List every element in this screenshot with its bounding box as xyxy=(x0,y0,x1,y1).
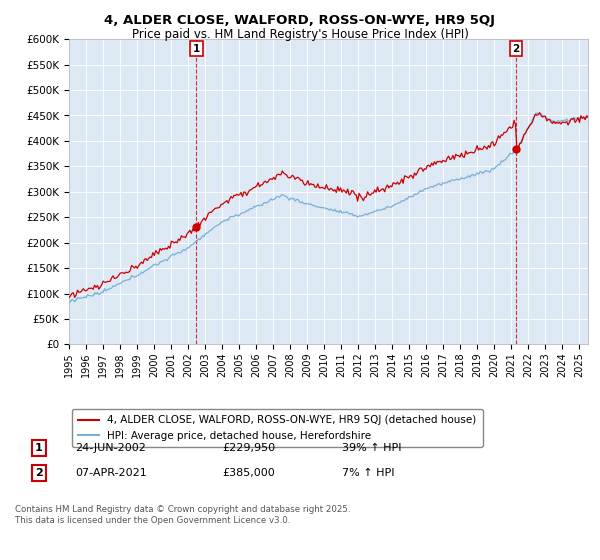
Text: 1: 1 xyxy=(193,44,200,54)
Text: 7% ↑ HPI: 7% ↑ HPI xyxy=(342,468,395,478)
Text: 2: 2 xyxy=(35,468,43,478)
Text: 4, ALDER CLOSE, WALFORD, ROSS-ON-WYE, HR9 5QJ: 4, ALDER CLOSE, WALFORD, ROSS-ON-WYE, HR… xyxy=(104,14,496,27)
Text: Price paid vs. HM Land Registry's House Price Index (HPI): Price paid vs. HM Land Registry's House … xyxy=(131,28,469,41)
Text: 07-APR-2021: 07-APR-2021 xyxy=(75,468,147,478)
Text: Contains HM Land Registry data © Crown copyright and database right 2025.
This d: Contains HM Land Registry data © Crown c… xyxy=(15,505,350,525)
Text: £385,000: £385,000 xyxy=(222,468,275,478)
Text: 2: 2 xyxy=(512,44,520,54)
Text: 1: 1 xyxy=(35,443,43,453)
Text: £229,950: £229,950 xyxy=(222,443,275,453)
Text: 24-JUN-2002: 24-JUN-2002 xyxy=(75,443,146,453)
Text: 39% ↑ HPI: 39% ↑ HPI xyxy=(342,443,401,453)
Legend: 4, ALDER CLOSE, WALFORD, ROSS-ON-WYE, HR9 5QJ (detached house), HPI: Average pri: 4, ALDER CLOSE, WALFORD, ROSS-ON-WYE, HR… xyxy=(71,409,482,447)
